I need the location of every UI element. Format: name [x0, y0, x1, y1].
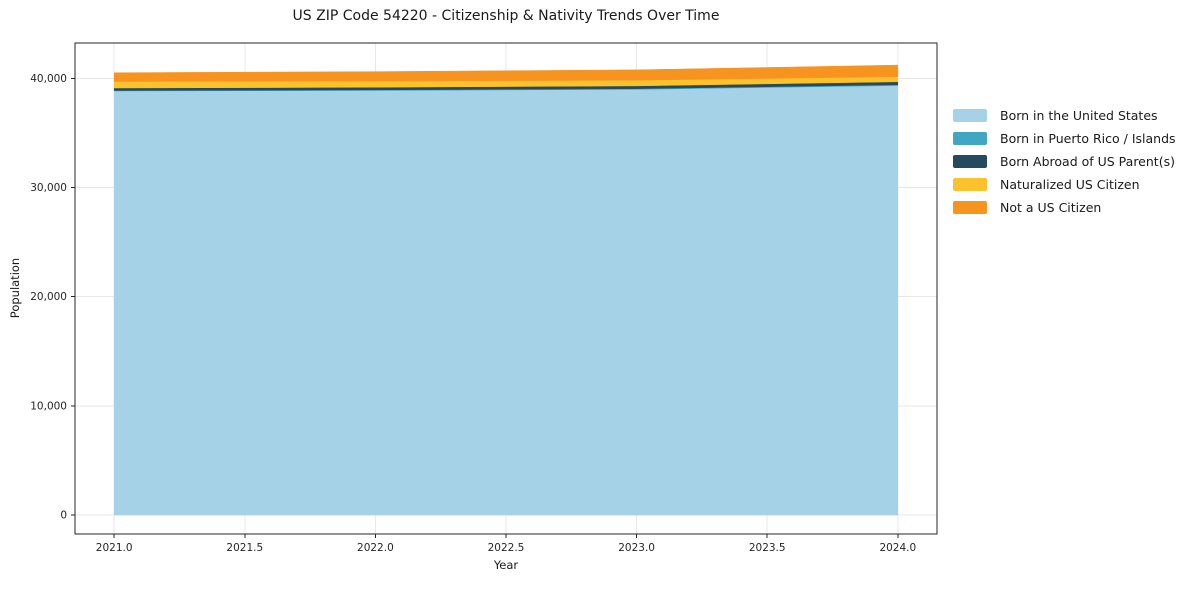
y-tick-label: 30,000	[30, 182, 67, 194]
legend-item: Born Abroad of US Parent(s)	[953, 155, 1176, 168]
legend-swatch	[953, 178, 987, 191]
legend-label: Not a US Citizen	[1000, 200, 1102, 215]
legend-swatch	[953, 155, 987, 168]
legend-item: Born in the United States	[953, 109, 1176, 122]
legend-label: Born in Puerto Rico / Islands	[1000, 131, 1176, 146]
x-axis-label: Year	[493, 558, 519, 572]
y-axis-label: Population	[8, 257, 22, 319]
legend-swatch	[953, 109, 987, 122]
legend: Born in the United States Born in Puerto …	[953, 109, 1176, 214]
area-series-4	[113, 64, 899, 82]
legend-label: Naturalized US Citizen	[1000, 177, 1140, 192]
x-tick-label: 2022.0	[357, 542, 394, 554]
legend-item: Born in Puerto Rico / Islands	[953, 132, 1176, 145]
y-tick-label: 20,000	[30, 291, 67, 303]
legend-label: Born Abroad of US Parent(s)	[1000, 154, 1175, 169]
y-tick-label: 0	[60, 510, 67, 522]
x-tick-label: 2021.0	[96, 542, 133, 554]
legend-item: Naturalized US Citizen	[953, 178, 1176, 191]
x-tick-label: 2023.5	[749, 542, 786, 554]
y-tick-label: 10,000	[30, 400, 67, 412]
x-tick-label: 2024.0	[879, 542, 916, 554]
x-tick-label: 2021.5	[226, 542, 263, 554]
legend-item: Not a US Citizen	[953, 201, 1176, 214]
x-tick-label: 2023.0	[618, 542, 655, 554]
legend-swatch	[953, 132, 987, 145]
area-series-0	[113, 85, 899, 516]
legend-label: Born in the United States	[1000, 108, 1158, 123]
legend-swatch	[953, 201, 987, 214]
chart-title: US ZIP Code 54220 - Citizenship & Nativi…	[292, 8, 720, 24]
x-tick-label: 2022.5	[488, 542, 525, 554]
y-tick-label: 40,000	[30, 73, 67, 85]
